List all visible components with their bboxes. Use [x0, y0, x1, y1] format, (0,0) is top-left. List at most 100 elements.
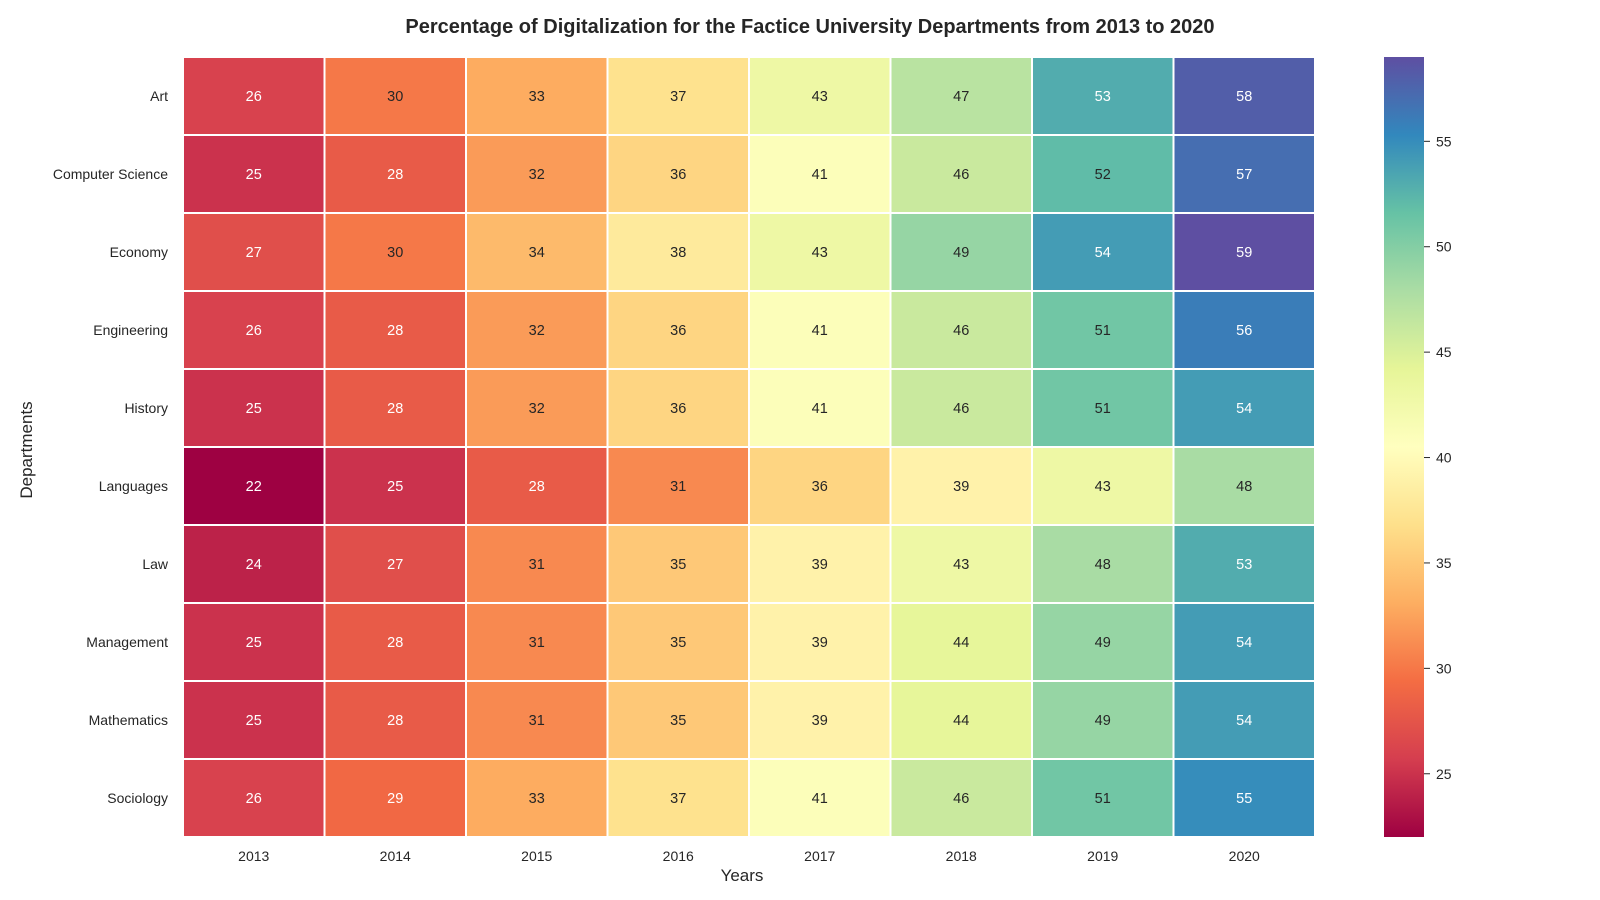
heatmap-cell [1031, 524, 1175, 604]
cell-value-label: 24 [246, 557, 262, 573]
heatmap-cell [606, 368, 750, 448]
cell-value-label: 32 [529, 323, 545, 339]
heatmap-cell [1172, 524, 1316, 604]
cell-value-label: 35 [670, 557, 686, 573]
cell-value-label: 28 [387, 401, 403, 417]
cell-value-label: 54 [1236, 635, 1252, 651]
x-tick-label: 2014 [380, 848, 411, 864]
cell-value-label: 37 [670, 89, 686, 105]
cell-value-label: 56 [1236, 323, 1252, 339]
cell-value-label: 32 [529, 167, 545, 183]
heatmap-cell [1172, 446, 1316, 526]
cell-value-label: 25 [246, 635, 262, 651]
heatmap-cell [465, 446, 609, 526]
colorbar-tick-label: 50 [1436, 239, 1452, 255]
heatmap-cell [606, 758, 750, 838]
cell-value-label: 22 [246, 479, 262, 495]
heatmap-cell [465, 56, 609, 136]
cell-value-label: 39 [812, 635, 828, 651]
cell-value-label: 33 [529, 791, 545, 807]
heatmap-cell [889, 446, 1033, 526]
heatmap-cell [1172, 56, 1316, 136]
heatmap-cell [1172, 758, 1316, 838]
heatmap-cell [889, 524, 1033, 604]
heatmap-cell [889, 758, 1033, 838]
heatmap-cell [465, 524, 609, 604]
y-axis-label: Departments [17, 401, 36, 498]
heatmap-cell [465, 680, 609, 760]
x-tick-labels: 2013 2014 2015 2016 2017 2018 2019 2020 [238, 848, 1260, 864]
cell-value-label: 57 [1236, 167, 1252, 183]
heatmap-cell [1031, 368, 1175, 448]
x-axis-label: Years [721, 866, 764, 885]
heatmap-cell [748, 758, 892, 838]
heatmap-cell [889, 680, 1033, 760]
cell-value-label: 53 [1236, 557, 1252, 573]
colorbar-tick-label: 25 [1436, 766, 1452, 782]
cell-value-label: 41 [812, 323, 828, 339]
heatmap-cell [889, 134, 1033, 214]
y-tick-label: Law [142, 556, 169, 572]
cell-value-label: 48 [1236, 479, 1252, 495]
cell-value-label: 27 [246, 245, 262, 261]
heatmap-cell [1031, 212, 1175, 292]
cell-value-label: 47 [953, 89, 969, 105]
heatmap-cell [323, 446, 467, 526]
y-tick-label: Mathematics [89, 712, 168, 728]
cell-value-label: 51 [1095, 323, 1111, 339]
heatmap-cell [1031, 290, 1175, 370]
cell-value-label: 39 [812, 713, 828, 729]
cell-value-label: 36 [670, 167, 686, 183]
colorbar-tick-label: 40 [1436, 450, 1452, 466]
x-tick-label: 2016 [663, 848, 694, 864]
cell-value-label: 49 [1095, 713, 1111, 729]
heatmap-cell [323, 134, 467, 214]
cell-value-label: 28 [387, 167, 403, 183]
cell-value-label: 41 [812, 167, 828, 183]
heatmap-cell [606, 212, 750, 292]
cell-value-label: 26 [246, 323, 262, 339]
y-tick-label: Engineering [93, 322, 168, 338]
cell-value-label: 36 [812, 479, 828, 495]
heatmap-cell [182, 758, 326, 838]
cell-value-label: 32 [529, 401, 545, 417]
heatmap-cell [465, 758, 609, 838]
cell-value-label: 41 [812, 401, 828, 417]
heatmap-cell [606, 290, 750, 370]
heatmap-cell [1031, 758, 1175, 838]
colorbar-tick-label: 30 [1436, 660, 1452, 676]
cell-value-label: 54 [1236, 401, 1252, 417]
chart-title: Percentage of Digitalization for the Fac… [405, 16, 1214, 38]
x-tick-label: 2013 [238, 848, 269, 864]
heatmap-cell [465, 602, 609, 682]
heatmap-cell [323, 212, 467, 292]
heatmap-cell [889, 212, 1033, 292]
heatmap-cell [889, 56, 1033, 136]
cell-value-label: 49 [953, 245, 969, 261]
cell-value-label: 31 [529, 713, 545, 729]
cell-value-label: 43 [812, 89, 828, 105]
y-tick-label: History [124, 400, 168, 416]
cell-value-label: 49 [1095, 635, 1111, 651]
cell-value-label: 29 [387, 791, 403, 807]
cell-value-label: 44 [953, 713, 969, 729]
cell-value-label: 41 [812, 791, 828, 807]
colorbar-tick-label: 35 [1436, 555, 1452, 571]
colorbar-tick-label: 55 [1436, 133, 1452, 149]
cell-value-label: 46 [953, 791, 969, 807]
cell-value-label: 38 [670, 245, 686, 261]
cell-value-label: 35 [670, 635, 686, 651]
cell-value-label: 28 [529, 479, 545, 495]
heatmap-cell [1172, 602, 1316, 682]
heatmap-cell [748, 368, 892, 448]
cell-value-label: 44 [953, 635, 969, 651]
cell-value-label: 33 [529, 89, 545, 105]
cell-value-label: 34 [529, 245, 545, 261]
x-tick-label: 2019 [1087, 848, 1118, 864]
cell-value-label: 25 [246, 401, 262, 417]
cell-value-label: 48 [1095, 557, 1111, 573]
cell-value-label: 37 [670, 791, 686, 807]
x-tick-label: 2020 [1229, 848, 1260, 864]
cell-value-label: 51 [1095, 791, 1111, 807]
